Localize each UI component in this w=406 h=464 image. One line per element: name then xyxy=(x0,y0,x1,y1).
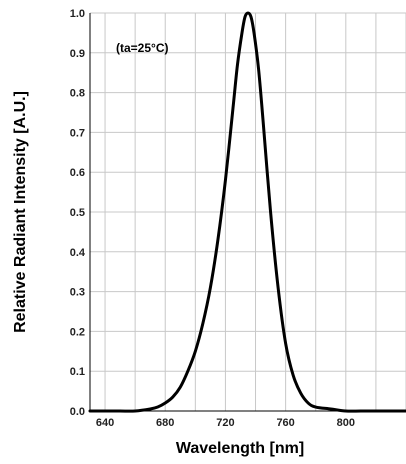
x-tick-label: 640 xyxy=(96,417,114,429)
y-axis-title: Relative Radiant Intensity [A.U.] xyxy=(12,91,29,333)
x-axis-title: Wavelength [nm] xyxy=(176,440,304,457)
tick-labels: 0.0 0.1 0.2 0.3 0.4 0.5 0.6 0.7 0.8 0.9 1.0 640 680 7… xyxy=(70,8,355,429)
y-tick-label: 0.9 xyxy=(70,48,85,60)
y-tick-label: 0.2 xyxy=(70,326,85,338)
y-tick-label: 0.7 xyxy=(70,127,85,139)
spectrum-line xyxy=(88,11,406,413)
y-tick-label: 0.5 xyxy=(70,207,85,219)
y-tick-label: 0.3 xyxy=(70,287,85,299)
y-tick-label: 0.0 xyxy=(70,406,85,418)
x-tick-label: 800 xyxy=(337,417,355,429)
y-tick-label: 0.8 xyxy=(70,88,85,100)
y-tick-label: 0.1 xyxy=(70,366,85,378)
y-tick-label: 0.6 xyxy=(70,167,85,179)
y-tick-label: 0.4 xyxy=(70,247,86,259)
y-tick-label: 1.0 xyxy=(70,8,85,20)
x-tick-label: 760 xyxy=(276,417,294,429)
x-tick-label: 720 xyxy=(216,417,234,429)
x-tick-label: 680 xyxy=(156,417,174,429)
temperature-annotation: (ta=25°C) xyxy=(116,41,168,55)
